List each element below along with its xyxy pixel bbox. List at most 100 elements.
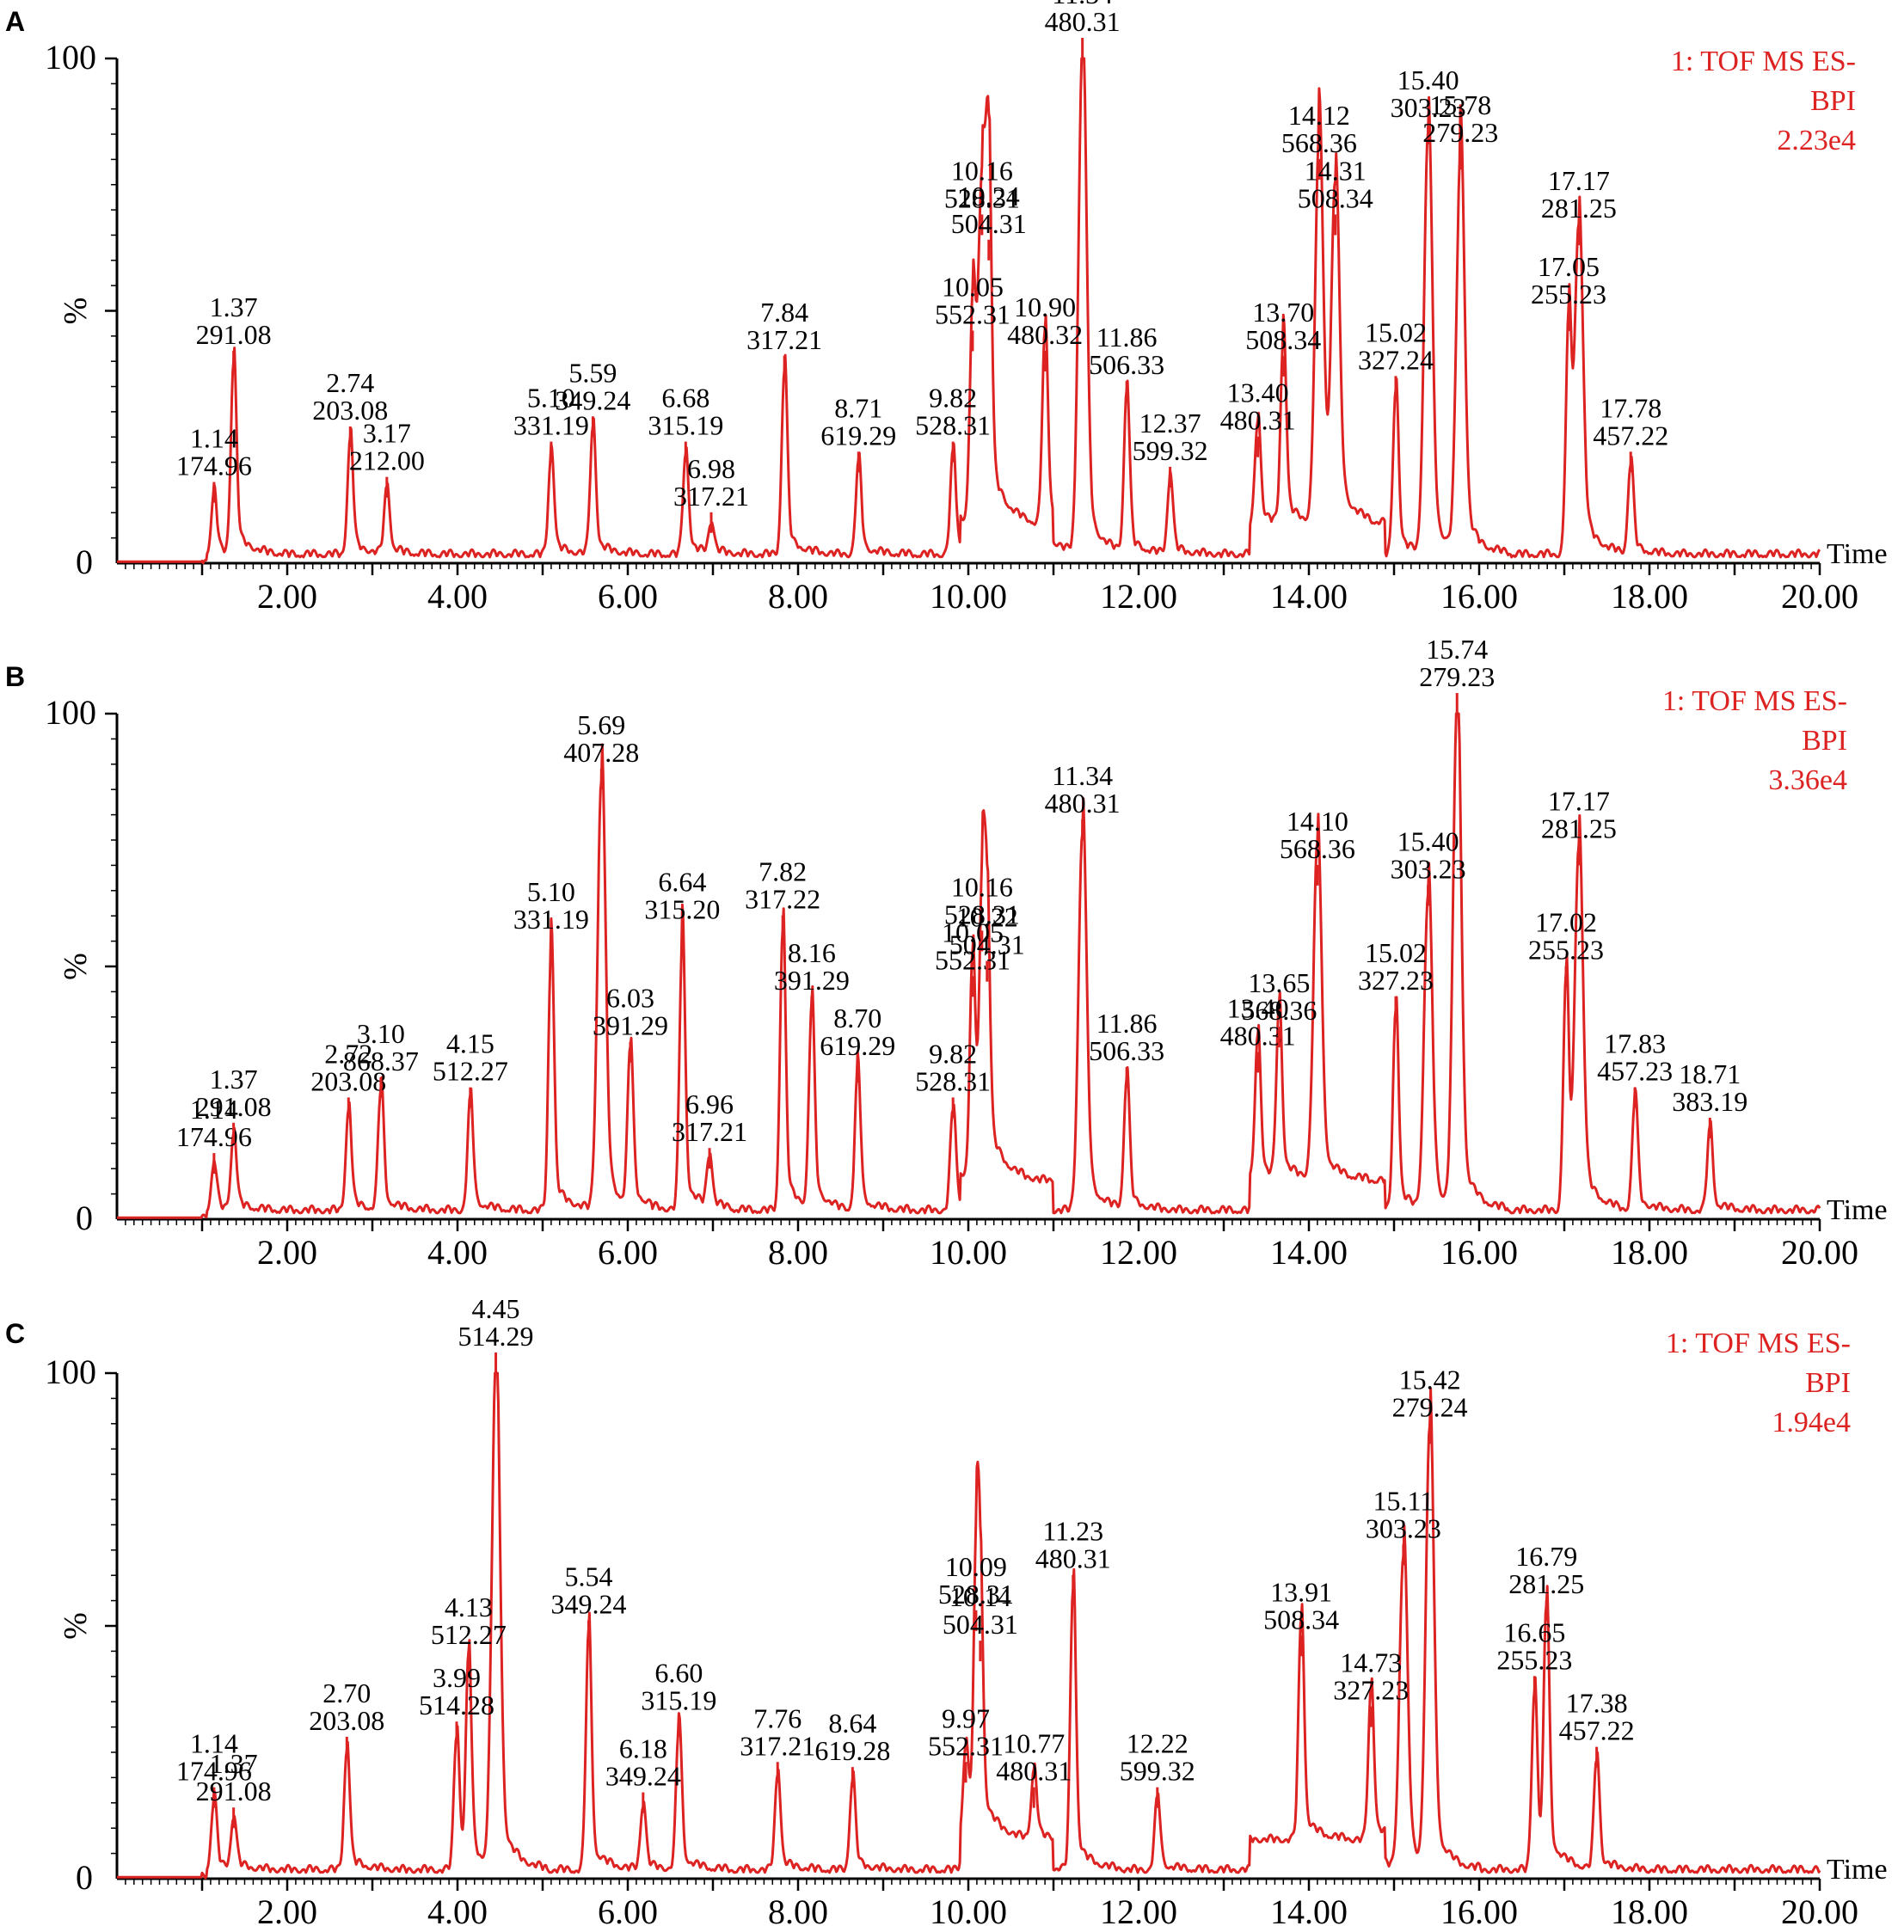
peak-mz-label: 174.96 — [176, 1756, 252, 1787]
peak-mz-label: 868.37 — [343, 1046, 419, 1076]
peak-rt-label: 8.71 — [834, 392, 882, 423]
peak-rt-label: 1.14 — [190, 1728, 238, 1759]
peak-rt-label: 17.17 — [1548, 165, 1610, 196]
peak-mz-label: 504.31 — [951, 208, 1027, 239]
peak-mz-label: 315.20 — [644, 893, 720, 924]
peak-rt-label: 5.10 — [527, 383, 575, 414]
peak-rt-label: 14.12 — [1288, 100, 1350, 131]
peak-rt-label: 12.22 — [1127, 1728, 1188, 1759]
peak-rt-label: 14.10 — [1287, 806, 1348, 837]
peak-mz-label: 255.23 — [1528, 935, 1604, 966]
info-line: BPI — [1810, 85, 1856, 117]
peak-rt-label: 7.82 — [759, 856, 807, 887]
peak-rt-label: 17.78 — [1600, 392, 1661, 423]
peak-mz-label: 349.24 — [550, 1589, 626, 1620]
peak-mz-label: 203.08 — [310, 1065, 386, 1096]
peak-mz-label: 480.31 — [1220, 1020, 1296, 1051]
peak-mz-label: 303.23 — [1391, 92, 1466, 123]
peak-rt-label: 9.97 — [942, 1702, 990, 1733]
info-line: 2.23e4 — [1777, 125, 1856, 156]
y-tick-label-100: 100 — [45, 693, 96, 732]
peak-mz-label: 508.34 — [1245, 324, 1321, 355]
info-line: 1: TOF MS ES- — [1671, 46, 1856, 77]
peak-mz-label: 568.36 — [1280, 833, 1355, 864]
peak-rt-label: 6.64 — [658, 866, 706, 897]
peak-rt-label: 4.45 — [472, 1293, 520, 1324]
peak-rt-label: 10.16 — [951, 155, 1013, 186]
peak-mz-label: 619.28 — [814, 1735, 890, 1766]
peak-rt-label: 15.40 — [1397, 64, 1459, 95]
peak-mz-label: 480.31 — [1045, 6, 1121, 37]
peak-rt-label: 3.17 — [363, 418, 411, 449]
x-tick-label: 18.00 — [1611, 1892, 1688, 1931]
x-tick-label: 20.00 — [1781, 577, 1858, 616]
peak-rt-label: 4.13 — [445, 1592, 493, 1622]
x-tick-label: 6.00 — [598, 1233, 658, 1272]
peak-mz-label: 480.31 — [1045, 788, 1121, 819]
peak-mz-label: 619.29 — [820, 1030, 895, 1061]
info-line: BPI — [1802, 725, 1847, 757]
peak-rt-label: 9.82 — [929, 383, 977, 414]
peak-mz-label: 255.23 — [1496, 1644, 1572, 1675]
peak-rt-label: 9.82 — [929, 1038, 977, 1069]
peak-mz-label: 327.23 — [1333, 1675, 1409, 1706]
peak-rt-label: 15.42 — [1399, 1364, 1461, 1395]
peak-rt-label: 8.16 — [788, 937, 836, 968]
peak-mz-label: 281.25 — [1541, 193, 1617, 224]
peak-rt-label: 10.09 — [945, 1551, 1007, 1582]
y-tick-label-0: 0 — [76, 543, 93, 581]
x-tick-label: 12.00 — [1100, 1892, 1177, 1931]
info-line: BPI — [1805, 1367, 1851, 1399]
y-tick-label-0: 0 — [76, 1858, 93, 1897]
peak-mz-label: 619.29 — [820, 420, 896, 451]
x-tick-label: 4.00 — [427, 1233, 488, 1272]
peak-mz-label: 514.28 — [419, 1690, 494, 1720]
peak-mz-label: 457.22 — [1559, 1715, 1635, 1746]
peak-mz-label: 391.29 — [593, 1010, 668, 1041]
panel-a: A 2.00 4.00 6.00 8.00 10.00 12.00 14.00 16.00 18.… — [5, 0, 1888, 616]
peak-rt-label: 11.23 — [1042, 1516, 1103, 1547]
peak-mz-label: 327.23 — [1358, 965, 1434, 996]
peak-rt-label: 10.14 — [949, 1581, 1011, 1612]
peak-rt-label: 2.70 — [322, 1677, 371, 1708]
x-tick-label: 16.00 — [1440, 1233, 1518, 1272]
peak-rt-label: 10.77 — [1003, 1728, 1065, 1759]
y-tick-label-100: 100 — [45, 38, 96, 77]
peak-mz-label: 480.31 — [1220, 405, 1296, 436]
peak-mz-label: 327.24 — [1358, 344, 1434, 375]
peak-rt-label: 15.11 — [1373, 1485, 1434, 1516]
peak-rt-label: 15.78 — [1429, 89, 1491, 120]
peak-rt-label: 1.37 — [210, 1064, 258, 1095]
peak-mz-label: 528.31 — [938, 1579, 1014, 1610]
x-tick-label: 8.00 — [768, 1892, 828, 1931]
peak-rt-label: 1.37 — [210, 1748, 258, 1779]
peak-rt-label: 5.59 — [568, 357, 617, 388]
peak-mz-label: 317.21 — [672, 1116, 747, 1147]
peak-rt-label: 10.24 — [958, 181, 1020, 212]
peak-mz-label: 303.23 — [1366, 1512, 1441, 1543]
peak-rt-label: 7.84 — [760, 297, 808, 328]
peak-rt-label: 13.40 — [1227, 992, 1289, 1023]
peak-mz-label: 349.24 — [605, 1761, 681, 1792]
peak-rt-label: 16.79 — [1515, 1541, 1577, 1572]
peak-rt-label: 10.05 — [942, 271, 1004, 302]
peak-rt-label: 10.16 — [951, 871, 1013, 902]
peak-mz-label: 512.27 — [433, 1056, 508, 1087]
peak-rt-label: 1.37 — [210, 291, 258, 322]
x-tick-label: 2.00 — [257, 1233, 317, 1272]
panel-letter: A — [5, 6, 25, 37]
peak-rt-label: 3.10 — [357, 1018, 405, 1049]
panel-b: B 2.00 4.00 6.00 8.00 10.00 12.00 14.00 16.00 18.… — [5, 634, 1888, 1272]
peak-rt-label: 5.54 — [564, 1561, 612, 1592]
peak-mz-label: 315.19 — [641, 1684, 716, 1715]
panel-letter: B — [5, 661, 25, 692]
x-tick-label: 20.00 — [1781, 1233, 1858, 1272]
peak-mz-label: 279.24 — [1392, 1391, 1468, 1422]
x-tick-label: 10.00 — [930, 577, 1007, 616]
chromatogram-trace — [116, 1371, 1821, 1880]
peak-rt-label: 16.65 — [1503, 1616, 1565, 1647]
info-line: 3.36e4 — [1768, 764, 1847, 796]
peak-mz-label: 599.32 — [1133, 435, 1208, 466]
x-tick-label: 18.00 — [1611, 577, 1688, 616]
peak-mz-label: 317.21 — [673, 481, 749, 512]
